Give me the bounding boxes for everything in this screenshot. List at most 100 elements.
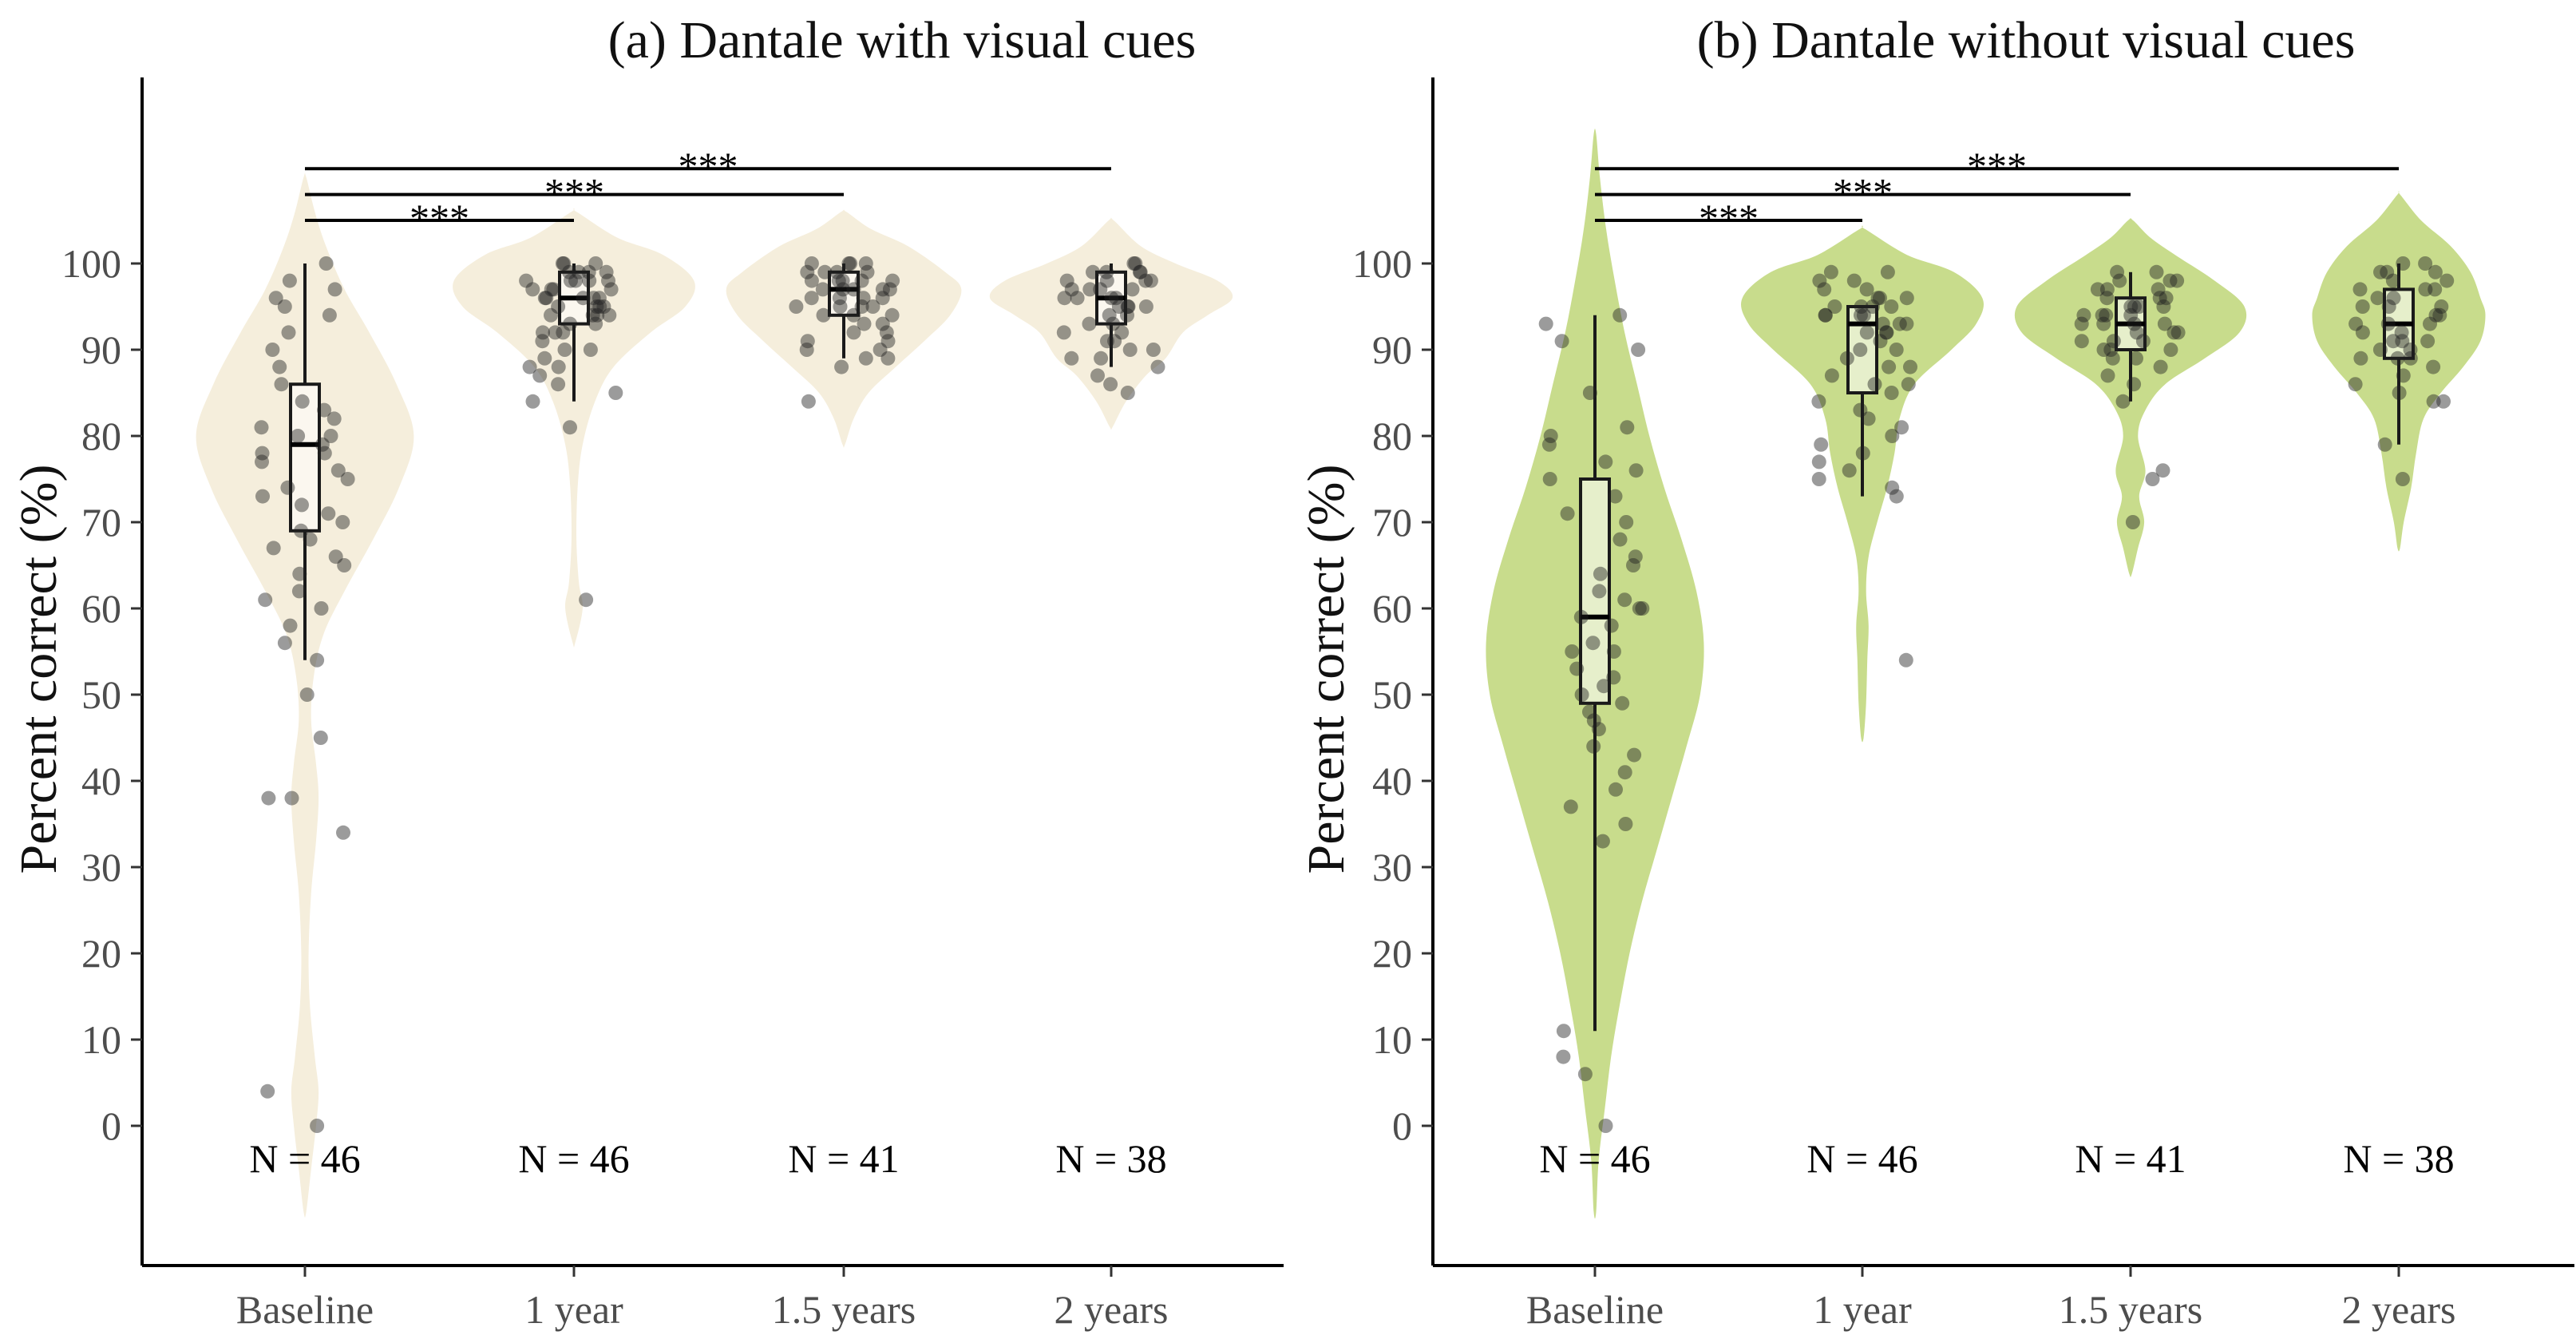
panel-b-data-point xyxy=(1879,325,1894,340)
panel-b-y-tick-label: 80 xyxy=(1372,414,1412,458)
panel-b-data-point xyxy=(2145,472,2160,486)
panel-a-data-point xyxy=(327,282,342,297)
panel-b-y-tick-label: 20 xyxy=(1372,931,1412,976)
panel-b-data-point xyxy=(2163,343,2178,357)
panel-b-data-point xyxy=(2403,351,2418,366)
panel-b-data-point xyxy=(2103,343,2119,357)
panel-b-data-point xyxy=(2129,325,2144,340)
panel-b-data-point xyxy=(1856,307,1871,323)
panel-b-data-point xyxy=(2153,359,2168,374)
panel-a-data-point xyxy=(601,273,615,288)
panel-b-data-point xyxy=(1885,480,1900,495)
panel-b-data-point xyxy=(2170,273,2185,288)
panel-b-data-point xyxy=(2381,299,2396,314)
panel-a-data-point xyxy=(265,343,280,357)
panel-b-data-point xyxy=(1582,386,1597,400)
panel-a-data-point xyxy=(1082,282,1098,297)
panel-a-data-point xyxy=(310,1119,325,1133)
panel-a-data-point xyxy=(588,316,603,331)
panel-a-boxplot-3 xyxy=(1095,263,1127,367)
panel-a-data-point xyxy=(880,351,896,366)
panel-b-data-point xyxy=(2348,377,2363,392)
panel-b-data-point xyxy=(1818,307,1833,323)
panel-a-data-point xyxy=(846,282,861,297)
panel-a-data-point xyxy=(323,429,338,443)
panel-b-data-point xyxy=(2100,368,2115,383)
panel-b-n-label: N = 46 xyxy=(1806,1136,1917,1181)
panel-a-y-tick-label: 100 xyxy=(61,241,121,286)
panel-a-data-point xyxy=(277,636,292,651)
panel-a-data-point xyxy=(1082,316,1097,331)
panel-b-y-tick-label: 70 xyxy=(1372,500,1412,545)
panel-a-data-point xyxy=(576,291,591,306)
panel-b-data-point xyxy=(2074,334,2089,349)
panel-b-boxplot-3 xyxy=(2383,263,2415,445)
panel-b-data-point xyxy=(1853,402,1868,418)
panel-a-data-point xyxy=(313,731,328,745)
panel-b-data-point xyxy=(2166,325,2182,340)
panel-a-data-point xyxy=(315,437,330,452)
panel-b-data-point xyxy=(1903,359,1917,374)
panel-b-data-point xyxy=(1812,273,1827,288)
panel-a-data-point xyxy=(556,325,571,340)
panel-b-x-tick-label: Baseline xyxy=(1526,1287,1664,1332)
panel-b-y-axis-label: Percent correct (%) xyxy=(1297,464,1355,874)
panel-a-data-point xyxy=(829,264,845,279)
panel-a-data-point xyxy=(551,359,566,374)
panel-a-data-point xyxy=(546,282,561,297)
panel-b-data-point xyxy=(2439,273,2455,288)
panel-a-data-point xyxy=(1120,307,1134,323)
panel-a-data-point xyxy=(599,264,614,279)
panel-a-data-point xyxy=(568,273,584,288)
panel-a-n-label: N = 46 xyxy=(249,1136,360,1181)
panel-b-data-point xyxy=(1817,282,1832,297)
panel-b-data-point xyxy=(1569,661,1585,676)
panel-a-data-point xyxy=(857,316,872,331)
panel-a-data-point xyxy=(581,264,596,279)
panel-a-data-point xyxy=(589,299,604,314)
panel-b-data-point xyxy=(1598,454,1613,469)
panel-b-title: (b) Dantale without visual cues xyxy=(1697,11,2356,69)
panel-b-data-point xyxy=(2123,307,2139,323)
box-iqr xyxy=(828,270,860,317)
panel-a-data-point xyxy=(1086,264,1100,279)
panel-a-data-point xyxy=(816,307,831,323)
panel-a-data-point xyxy=(590,307,605,323)
panel-b-data-point xyxy=(2105,351,2120,366)
panel-a-data-point xyxy=(310,652,325,668)
panel-b-data-point xyxy=(1814,437,1829,452)
box-iqr xyxy=(1846,305,1878,394)
panel-a-data-point xyxy=(328,549,343,565)
panel-a-x-tick-label: 2 years xyxy=(1055,1287,1169,1332)
panel-b-data-point xyxy=(1612,532,1628,547)
panel-b-data-point xyxy=(1628,463,1644,478)
panel-a-data-point xyxy=(846,325,861,340)
box-iqr xyxy=(1579,477,1611,705)
panel-b-data-point xyxy=(1884,299,1899,314)
panel-a-data-point xyxy=(1121,299,1136,314)
panel-b-data-point xyxy=(1541,437,1557,452)
panel-b-data-point xyxy=(1889,489,1904,504)
panel-a-data-point xyxy=(548,325,563,340)
panel-b-data-point xyxy=(2127,377,2142,392)
panel-b-data-point xyxy=(1880,264,1895,279)
panel-b-data-point xyxy=(2155,463,2170,478)
panel-b-data-point xyxy=(2135,334,2151,349)
panel-a-data-point xyxy=(585,307,600,323)
panel-b-data-point xyxy=(1554,334,1569,349)
panel-a-data-point xyxy=(1094,351,1109,366)
panel-b-data-point xyxy=(2127,316,2142,331)
panel-b-plot: *** *** *** N = 46 N = 46 N = 41 N = 38 xyxy=(1486,129,2486,1219)
panel-b-data-point xyxy=(2348,316,2364,331)
panel-a-data-point xyxy=(582,273,597,288)
panel-a-data-point xyxy=(255,454,269,469)
panel-a-data-point xyxy=(1125,282,1140,297)
panel-b-boxplot-0 xyxy=(1579,315,1611,1032)
panel-b-data-point xyxy=(1818,307,1833,323)
panel-b-data-point xyxy=(2396,368,2411,383)
panel-b-data-point xyxy=(1901,377,1916,392)
panel-a-y-axis-label: Percent correct (%) xyxy=(10,464,68,874)
box-iqr xyxy=(289,382,321,533)
panel-a-data-point xyxy=(858,351,873,366)
panel-a-boxplot-2 xyxy=(828,263,860,359)
